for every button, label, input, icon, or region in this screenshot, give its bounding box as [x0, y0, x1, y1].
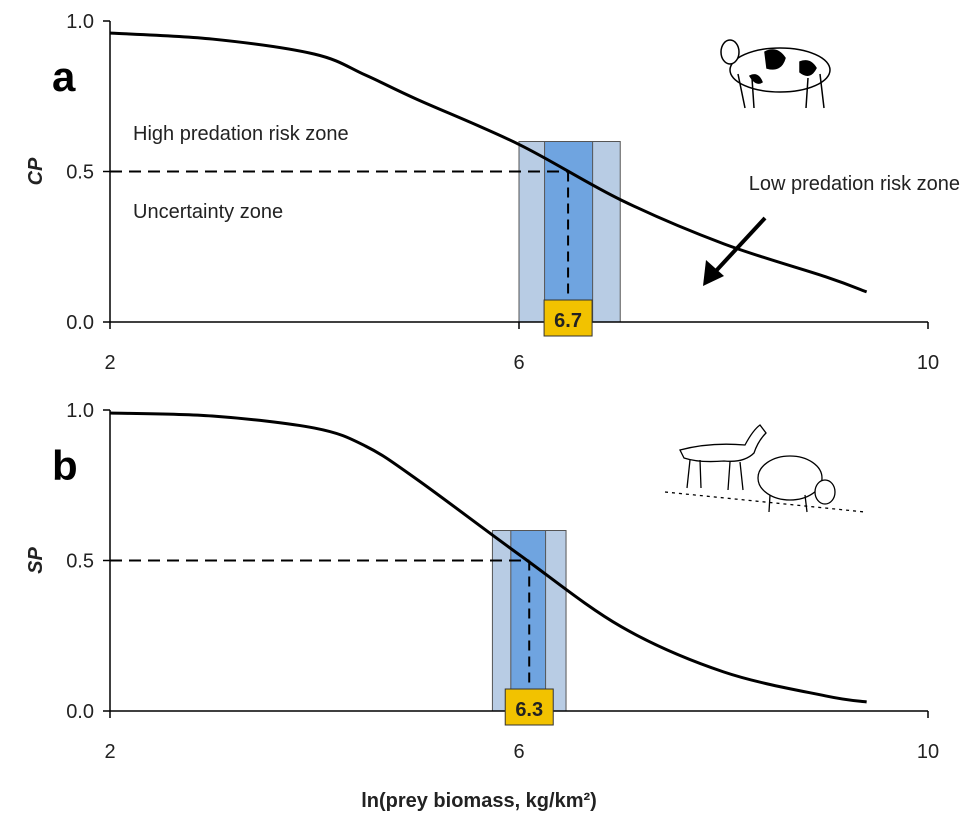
y-tick-label: 1.0	[66, 400, 94, 422]
y-tick-label: 0.0	[66, 312, 94, 334]
x-tick-label: 6	[513, 352, 524, 374]
x-tick-label: 2	[104, 741, 115, 763]
y-tick-label: 0.0	[66, 701, 94, 723]
y-tick-label: 1.0	[66, 11, 94, 33]
x-tick-label: 2	[104, 352, 115, 374]
marker-label: 6.3	[515, 699, 543, 721]
figure: 0.0 0.5 1.0 2 6 10 6.7 a CP High predation risk z…	[0, 0, 964, 814]
y-tick-label: 0.5	[66, 551, 94, 573]
x-axis-label: ln(prey biomass, kg/km²)	[361, 790, 597, 812]
y-axis-label: SP	[25, 547, 47, 574]
curve	[110, 413, 867, 702]
zone-annotation: Uncertainty zone	[133, 201, 283, 223]
x-tick-label: 6	[513, 741, 524, 763]
y-tick-label: 0.5	[66, 162, 94, 184]
marker-label: 6.7	[554, 310, 582, 332]
goat-sheep-icon	[665, 425, 865, 512]
x-tick-label: 10	[917, 741, 939, 763]
panel-letter: b	[52, 442, 78, 489]
inner-band	[511, 531, 546, 712]
arrow-shaft	[715, 218, 765, 272]
inner-band	[545, 142, 593, 323]
panel-letter: a	[52, 53, 76, 100]
cow-icon	[721, 40, 830, 108]
x-tick-label: 10	[917, 352, 939, 374]
zone-annotation: Low predation risk zone	[749, 173, 960, 195]
y-axis-label: CP	[25, 157, 47, 185]
zone-annotation: High predation risk zone	[133, 123, 349, 145]
